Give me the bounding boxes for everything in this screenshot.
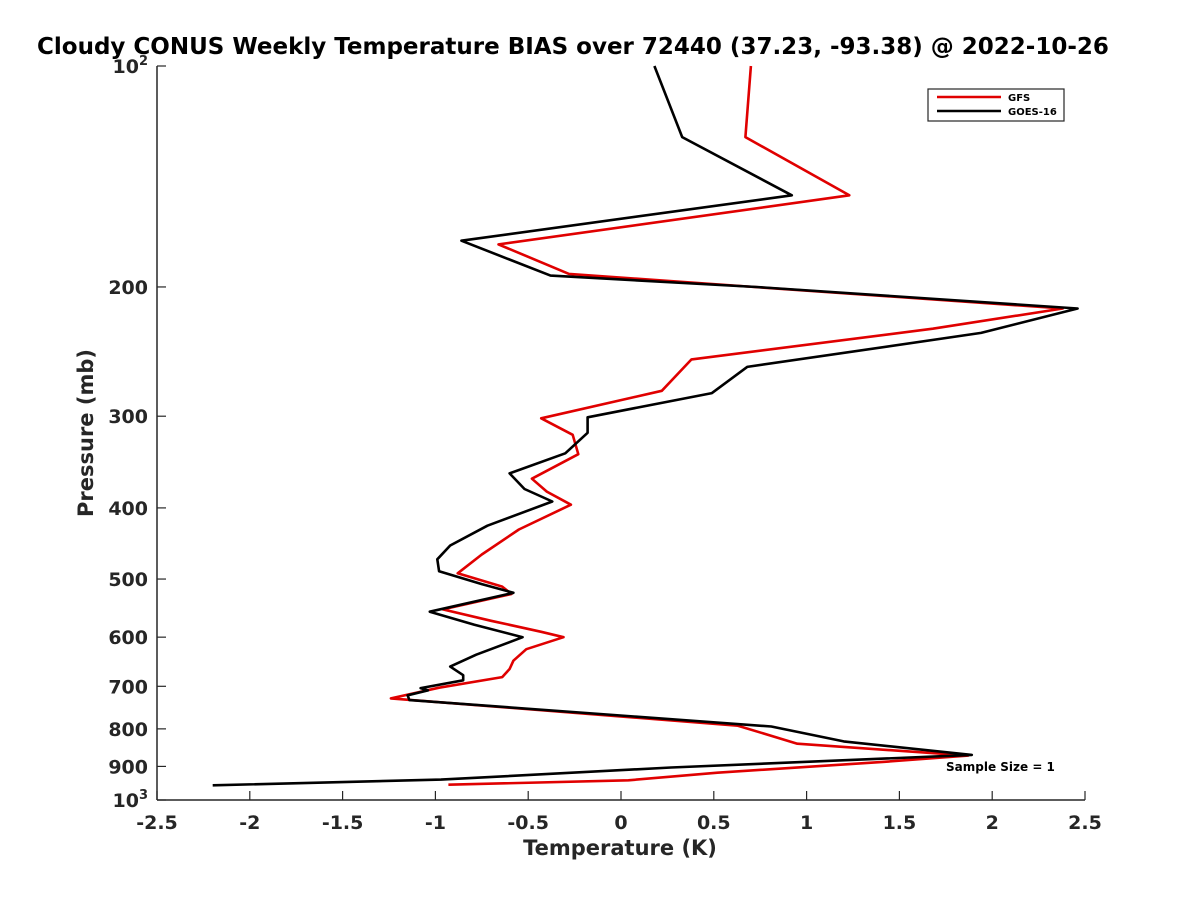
x-tick-label: 2 — [986, 812, 999, 834]
x-tick-label: -0.5 — [507, 812, 549, 834]
y-tick-label: 700 — [108, 676, 148, 698]
sample-size-annotation: Sample Size = 1 — [946, 760, 1055, 774]
x-tick-label: -1.5 — [322, 812, 364, 834]
y-tick-label: 500 — [108, 569, 148, 591]
x-tick-label: 0.5 — [697, 812, 731, 834]
x-tick-label: 1 — [800, 812, 813, 834]
x-tick-label: 0 — [614, 812, 627, 834]
legend: GFS GOES-16 — [927, 88, 1065, 122]
y-tick-label: 800 — [108, 719, 148, 741]
x-tick-label: -2 — [239, 812, 260, 834]
y-tick-label: 102 — [113, 54, 149, 78]
legend-entry: GOES-16 — [1008, 107, 1057, 118]
y-tick-label: 400 — [108, 498, 148, 520]
y-tick-label: 900 — [108, 756, 148, 778]
plot-lines — [212, 65, 1079, 787]
y-tick-label: 103 — [113, 788, 149, 812]
axes: -2.5 -2 -1.5 -1 -0.5 0 0.5 1 1.5 2 2.5 102 200 300 400… — [108, 54, 1102, 834]
x-tick-label: 2.5 — [1068, 812, 1102, 834]
series-line-gfs — [389, 65, 1064, 786]
x-axis-label: Temperature (K) — [523, 836, 717, 860]
y-axis-label: Pressure (mb) — [74, 349, 98, 517]
legend-entry: GFS — [1008, 93, 1030, 104]
chart-title: Cloudy CONUS Weekly Temperature BIAS ove… — [37, 34, 1109, 60]
x-tick-label: -1 — [425, 812, 446, 834]
y-tick-label: 200 — [108, 277, 148, 299]
x-tick-label: 1.5 — [883, 812, 917, 834]
series-line-goes-16 — [212, 65, 1079, 787]
legend-box — [927, 88, 1065, 122]
y-tick-label: 600 — [108, 627, 148, 649]
x-tick-label: -2.5 — [136, 812, 178, 834]
y-tick-label: 300 — [108, 406, 148, 428]
